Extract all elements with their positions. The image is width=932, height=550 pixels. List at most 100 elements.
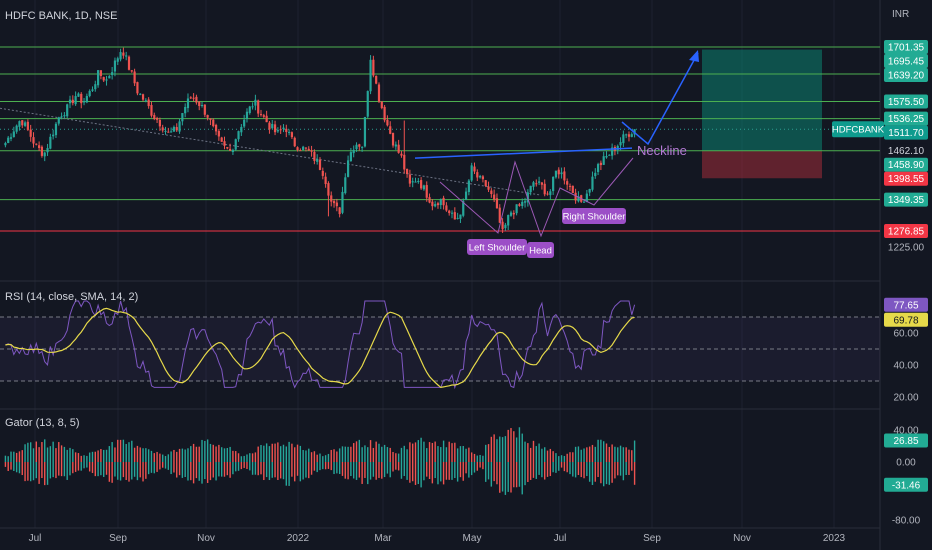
candle-body bbox=[35, 143, 38, 145]
candle-body bbox=[369, 59, 372, 92]
candle-body bbox=[366, 91, 369, 117]
candle-body bbox=[509, 212, 513, 216]
candle-body bbox=[400, 153, 403, 156]
candle-body bbox=[501, 221, 504, 230]
price-axis[interactable]: 1701.35 1695.45 1639.20 1575.50 1536.25 1511.… bbox=[29, 40, 928, 544]
candle-body bbox=[324, 176, 327, 185]
rsi-title: RSI (14, close, SMA, 14, 2) bbox=[5, 291, 138, 303]
price-label: 1511.70 bbox=[888, 128, 924, 139]
gator-upper-value: 26.85 bbox=[893, 436, 918, 447]
candle-body bbox=[251, 106, 254, 108]
candle-body bbox=[167, 131, 170, 133]
head-label: Head bbox=[529, 246, 552, 257]
candle-body bbox=[380, 101, 383, 109]
candle-body bbox=[557, 169, 560, 175]
candle-body bbox=[15, 125, 18, 132]
candle-body bbox=[358, 144, 361, 147]
time-tick: Nov bbox=[197, 533, 215, 544]
candle-body bbox=[588, 188, 591, 193]
candle-body bbox=[192, 97, 195, 99]
gator-lower-value: -31.46 bbox=[892, 480, 921, 491]
candle-body bbox=[552, 176, 555, 192]
price-label-bg bbox=[884, 68, 928, 82]
gator-pane[interactable] bbox=[4, 427, 636, 495]
candle-body bbox=[442, 197, 445, 206]
candle-body bbox=[596, 164, 600, 172]
candle-body bbox=[57, 117, 60, 124]
candle-body bbox=[155, 118, 159, 120]
candle-body bbox=[484, 180, 487, 187]
candle-body bbox=[12, 131, 15, 138]
candle-body bbox=[273, 124, 277, 133]
candle-body bbox=[186, 98, 190, 109]
candle-body bbox=[394, 144, 397, 147]
time-tick: Jul bbox=[29, 533, 42, 544]
hs-pattern-outline bbox=[439, 157, 634, 238]
rsi-ma-line bbox=[5, 307, 635, 389]
candle-body bbox=[4, 143, 7, 146]
price-label: 1462.10 bbox=[888, 146, 925, 157]
price-label: 1398.55 bbox=[888, 174, 925, 185]
candle-body bbox=[43, 152, 46, 157]
candle-body bbox=[411, 181, 414, 183]
candle-body bbox=[434, 204, 437, 207]
candle-body bbox=[217, 131, 220, 137]
candle-body bbox=[240, 126, 243, 133]
candle-body bbox=[456, 217, 459, 219]
candle-body bbox=[425, 185, 428, 198]
gator-title: Gator (13, 8, 5) bbox=[5, 417, 80, 429]
candle-body bbox=[141, 94, 145, 100]
candle-body bbox=[243, 119, 246, 127]
candle-body bbox=[299, 150, 302, 152]
candle-body bbox=[422, 185, 426, 190]
rsi-value-bg bbox=[884, 297, 928, 312]
neckline-line bbox=[414, 147, 633, 159]
symbol-badge-bg bbox=[832, 121, 884, 138]
candle-body bbox=[209, 118, 212, 120]
candle-body bbox=[611, 147, 614, 156]
candle-body bbox=[599, 162, 602, 166]
candle-body bbox=[608, 154, 611, 156]
rsi-pane[interactable] bbox=[0, 300, 880, 390]
candle-body bbox=[116, 58, 119, 62]
rsi-line bbox=[5, 300, 636, 390]
target-zone bbox=[702, 49, 822, 151]
candle-body bbox=[175, 127, 178, 131]
candle-body bbox=[268, 122, 271, 130]
candle-body bbox=[237, 131, 240, 140]
candle-body bbox=[627, 134, 631, 137]
candle-body bbox=[405, 168, 409, 175]
price-label: 1701.35 bbox=[888, 43, 925, 54]
candle-body bbox=[290, 132, 294, 138]
candle-body bbox=[549, 191, 552, 196]
candle-body bbox=[40, 146, 44, 156]
candle-body bbox=[327, 183, 330, 196]
candle-body bbox=[271, 123, 274, 129]
candle-body bbox=[184, 106, 187, 114]
candle-body bbox=[540, 182, 544, 185]
candle-body bbox=[172, 126, 176, 132]
time-tick: May bbox=[463, 533, 482, 544]
price-label: 1458.90 bbox=[888, 160, 925, 171]
candle-body bbox=[108, 75, 111, 79]
candle-body bbox=[459, 214, 462, 219]
candle-body bbox=[206, 115, 209, 118]
candle-body bbox=[130, 70, 133, 72]
candle-body bbox=[512, 212, 515, 215]
candle-body bbox=[136, 82, 139, 94]
candle-body bbox=[487, 186, 490, 190]
candle-body bbox=[318, 159, 322, 170]
candle-body bbox=[453, 212, 456, 220]
candle-body bbox=[68, 99, 72, 104]
symbol-title: HDFC BANK, 1D, NSE bbox=[5, 10, 117, 22]
candle-body bbox=[377, 84, 381, 102]
candle-body bbox=[288, 131, 291, 133]
candle-body bbox=[330, 195, 333, 202]
price-pane[interactable]: Left Shoulder Head Right Shoulder HDFCBANK bbox=[0, 46, 885, 258]
candle-body bbox=[60, 116, 63, 118]
candle-body bbox=[80, 93, 83, 104]
projection-arrow bbox=[621, 52, 699, 146]
right-shoulder-label-bg bbox=[562, 208, 626, 224]
candle-body bbox=[29, 129, 32, 137]
